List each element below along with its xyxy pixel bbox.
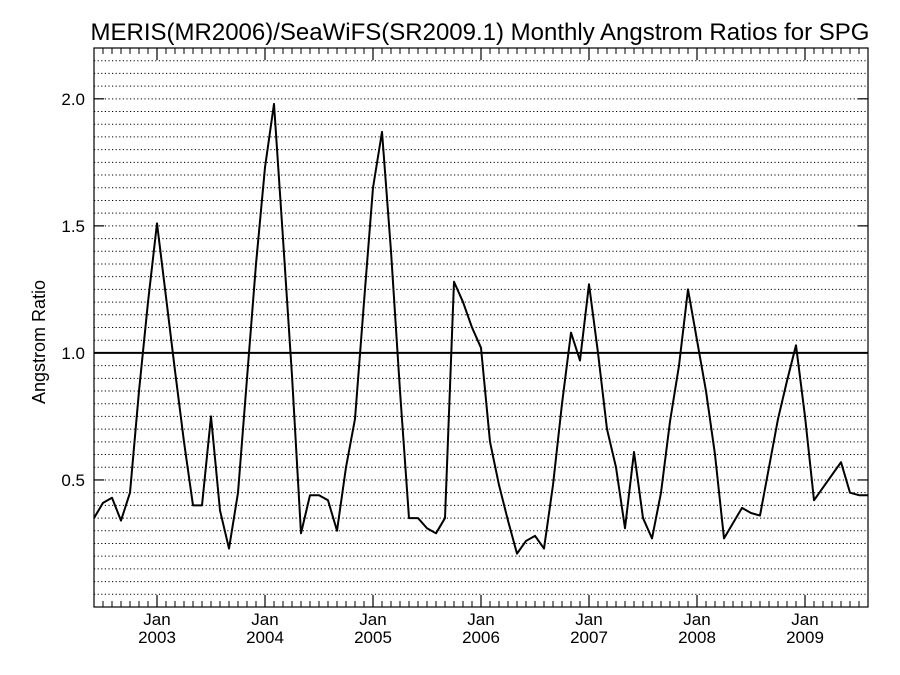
y-axis-label: Angstrom Ratio (29, 280, 49, 404)
ticks (94, 48, 868, 607)
y-tick-label: 1.0 (61, 344, 85, 363)
series-layer (93, 102, 868, 555)
y-tick-label: 0.5 (61, 471, 85, 490)
plot-frame (93, 47, 869, 608)
x-tick-label-year: 2009 (786, 628, 824, 647)
x-tick-label-month: Jan (683, 610, 710, 629)
y-tick-label: 1.5 (61, 217, 85, 236)
gridlines (94, 60, 868, 595)
chart-title: MERIS(MR2006)/SeaWiFS(SR2009.1) Monthly … (91, 19, 870, 46)
x-tick-label-year: 2006 (462, 628, 500, 647)
series-line (93, 102, 868, 555)
x-tick-label-month: Jan (575, 610, 602, 629)
x-tick-label-year: 2004 (246, 628, 284, 647)
y-tick-label: 2.0 (61, 90, 85, 109)
x-tick-label-month: Jan (359, 610, 386, 629)
x-tick-label-year: 2005 (354, 628, 392, 647)
x-tick-label-month: Jan (251, 610, 278, 629)
x-tick-label-month: Jan (467, 610, 494, 629)
x-tick-label-year: 2007 (570, 628, 608, 647)
x-tick-label-year: 2008 (678, 628, 716, 647)
x-tick-label-year: 2003 (138, 628, 176, 647)
x-tick-label-month: Jan (143, 610, 170, 629)
x-tick-label-month: Jan (791, 610, 818, 629)
tick-labels: 0.51.01.52.0Jan2003Jan2004Jan2005Jan2006… (61, 90, 824, 647)
